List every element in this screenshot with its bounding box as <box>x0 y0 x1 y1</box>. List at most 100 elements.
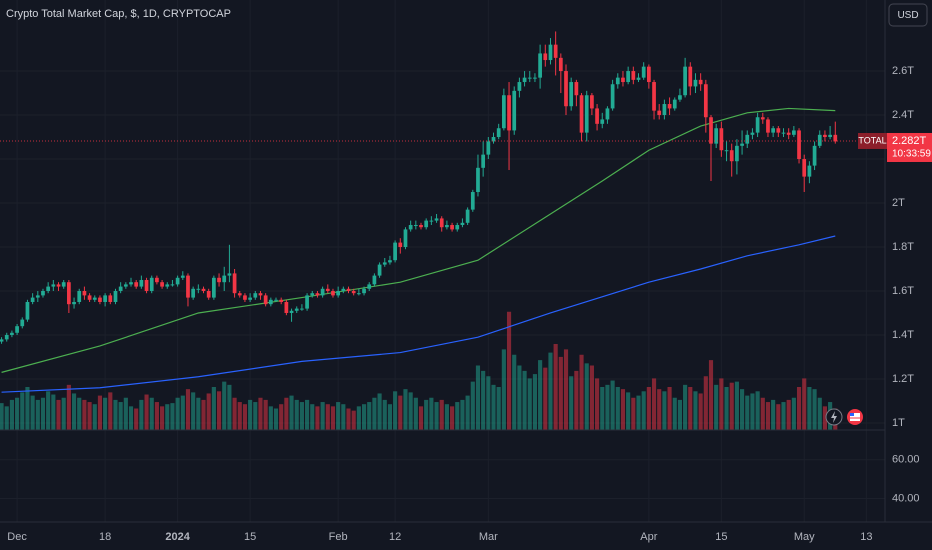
candle-body <box>527 77 532 79</box>
candle-body <box>92 297 97 300</box>
volume-bar <box>760 397 765 430</box>
volume-bar <box>103 397 108 430</box>
flag-icon[interactable] <box>847 409 863 425</box>
volume-bar <box>719 378 724 430</box>
candle-body <box>160 282 164 287</box>
candle-body <box>791 130 796 135</box>
x-tick-label: 12 <box>389 531 401 543</box>
volume-bar <box>646 387 651 430</box>
candle-body <box>243 295 247 300</box>
volume-bar <box>196 397 201 430</box>
volume-bar <box>206 393 211 430</box>
volume-bar <box>170 403 175 430</box>
volume-bar <box>325 404 330 430</box>
currency-label[interactable]: USD <box>897 10 918 21</box>
candle-body <box>621 77 625 83</box>
candle-body <box>812 145 817 166</box>
volume-bar <box>408 392 413 430</box>
volume-bar <box>4 406 9 430</box>
candle-body <box>481 154 486 168</box>
volume-bar <box>444 404 449 430</box>
candle-body <box>46 286 51 291</box>
candle-body <box>129 282 133 285</box>
volume-bar <box>610 380 615 430</box>
icon-flag[interactable] <box>850 413 860 421</box>
candle-body <box>735 145 739 162</box>
candle-body <box>362 288 366 294</box>
volume-bar <box>123 397 128 430</box>
candle-body <box>553 44 558 58</box>
candle-body <box>253 293 258 298</box>
icon-flag-canton[interactable] <box>850 413 854 416</box>
volume-bar <box>139 399 144 430</box>
y-tick-label: 40.00 <box>892 492 920 504</box>
volume-bar <box>71 393 77 430</box>
candle-body <box>517 82 522 91</box>
x-tick-label: 15 <box>244 531 256 543</box>
volume-bar <box>418 406 424 430</box>
icon-bolt[interactable] <box>831 411 837 423</box>
volume-bar <box>87 402 92 430</box>
alert-icon[interactable] <box>825 408 843 426</box>
volume-bar <box>0 403 4 430</box>
candle-body <box>144 279 149 291</box>
candle-body <box>82 290 87 296</box>
candle-body <box>652 82 656 111</box>
volume-bar <box>667 387 672 430</box>
candle-body <box>817 134 822 146</box>
volume-bar <box>185 389 191 430</box>
volume-bar <box>279 404 284 430</box>
candle-body <box>248 297 252 300</box>
x-tick-label: Dec <box>7 531 27 543</box>
candle-body <box>802 159 807 177</box>
volume-bar <box>802 378 807 430</box>
candle-body <box>149 277 154 291</box>
candle-body <box>688 66 693 87</box>
volume-bar <box>460 399 465 430</box>
candle-body <box>403 229 408 248</box>
volume-bar <box>9 399 14 430</box>
volume-bar <box>657 389 662 430</box>
volume-bar <box>25 387 30 430</box>
candle-body <box>170 284 175 286</box>
candle-body <box>646 66 651 83</box>
candle-body <box>776 128 781 133</box>
candle-body <box>268 299 273 305</box>
volume-bar <box>765 402 771 430</box>
candle-body <box>10 332 14 335</box>
volume-bar <box>149 397 154 430</box>
candle-body <box>828 134 832 138</box>
currency-button[interactable] <box>888 3 928 27</box>
volume-bar <box>677 399 683 430</box>
candle-body <box>77 290 82 302</box>
volume-bar <box>693 391 698 430</box>
volume-bar <box>289 395 294 430</box>
volume-bar <box>77 397 82 430</box>
candle-body <box>222 275 227 283</box>
volume-bar <box>475 365 481 430</box>
candle-body <box>139 279 144 287</box>
volume-bar <box>714 384 719 430</box>
candle-body <box>439 218 444 228</box>
candle-body <box>98 297 102 302</box>
candle-body <box>284 301 289 313</box>
volume-bar <box>532 374 538 430</box>
candle-body <box>212 277 216 298</box>
candle-body <box>615 77 620 85</box>
candle-body <box>786 132 791 135</box>
candle-body <box>180 275 185 278</box>
candle-body <box>496 128 501 138</box>
candle-body <box>574 82 579 96</box>
volume-bar <box>377 393 382 430</box>
candle-body <box>398 242 403 248</box>
candle-body <box>325 288 330 291</box>
candle-body <box>419 225 423 228</box>
candle-body <box>227 273 232 276</box>
candle-body <box>750 132 755 135</box>
y-tick-label: 2.4T <box>892 109 914 121</box>
volume-bar <box>382 399 387 430</box>
candle-body <box>372 275 377 285</box>
candle-body <box>51 284 56 287</box>
candle-body <box>346 288 351 291</box>
